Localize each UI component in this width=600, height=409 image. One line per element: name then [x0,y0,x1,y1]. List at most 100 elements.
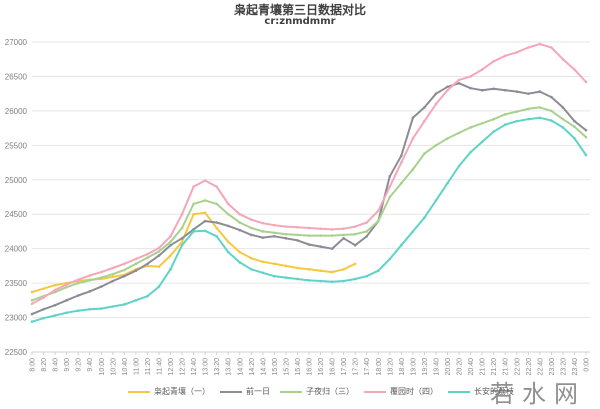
data-point [53,303,57,307]
data-point [457,82,461,85]
x-tick-label: 22:40 [537,358,544,376]
legend-swatch-icon [220,390,242,393]
data-point [353,262,357,266]
y-tick-label: 23500 [5,279,28,288]
data-point [180,237,184,240]
data-point [134,269,138,273]
data-point [388,257,392,261]
legend-swatch-icon [128,390,150,393]
data-point [526,46,530,49]
x-tick-label: 14:40 [260,358,267,376]
data-point [30,302,34,306]
data-point [249,218,253,222]
data-point [330,247,334,250]
legend-item: 覆园时（四） [364,386,438,397]
data-point [99,307,103,310]
data-point [273,234,276,238]
data-point [203,229,207,233]
data-point [319,279,322,283]
data-point [330,270,334,274]
y-tick-label: 24000 [5,245,28,254]
data-point [400,243,403,247]
data-point [492,59,495,63]
x-tick-label: 9:00 [64,358,71,372]
data-point [42,296,45,299]
data-point [469,75,472,78]
data-point [561,57,565,61]
data-point [573,137,576,140]
data-point [457,78,461,82]
data-point [538,90,542,93]
data-point [180,243,184,247]
x-tick-label: 16:00 [307,358,314,376]
data-point [573,68,576,71]
data-point [203,179,207,182]
data-point [319,234,322,237]
x-tick-label: 10:20 [110,358,117,376]
data-point [203,211,207,215]
x-tick-label: 22:00 [514,358,521,376]
data-point [249,226,253,230]
data-point [249,268,253,271]
data-point [284,237,288,240]
data-point [88,307,92,311]
data-point [284,232,288,236]
data-point [134,262,138,266]
y-tick-label: 23000 [5,314,28,323]
data-point [400,181,403,185]
data-point [457,131,461,135]
data-point [365,221,369,224]
data-point [319,227,322,230]
x-tick-label: 11:40 [156,358,163,375]
data-point [238,221,242,224]
data-point [99,276,103,279]
data-point [526,107,530,111]
data-point [238,250,242,254]
series-lines [30,42,588,323]
chart-title: 枭起青壤第三日数据对比 [233,3,366,17]
y-tick-label: 27000 [5,38,28,47]
data-point [215,234,218,238]
data-point [515,51,519,54]
data-point [273,262,276,266]
data-point [550,119,553,122]
data-point [457,164,461,168]
data-point [249,233,253,237]
data-point [388,175,392,178]
data-point [469,150,472,154]
legend-item: 前一日 [220,386,270,397]
data-point [65,283,68,286]
chart-subtitle: cr:znmdmmr [264,16,336,27]
y-tick-label: 24500 [5,210,28,219]
x-tick-label: 13:20 [214,358,221,376]
data-point [273,223,276,227]
data-point [146,262,149,266]
data-point [215,202,218,206]
data-point [296,266,299,270]
x-tick-label: 18:00 [376,358,383,376]
data-point [192,202,195,206]
data-point [215,185,218,188]
x-tick-label: 21:40 [503,358,510,376]
x-tick-label: 23:40 [572,358,579,376]
data-point [411,116,415,120]
data-point [65,311,68,315]
data-point [584,128,588,132]
y-tick-label: 25000 [5,176,28,185]
legend-item: 长安的荔枝 [448,386,514,397]
data-point [503,113,507,116]
x-tick-label: 8:40 [53,358,60,372]
data-point [492,130,495,133]
x-axis-labels: 8:00 8:20 8:40 9:00 9:20 9:40 10:00 10:20 10:40 1… [30,352,591,376]
x-tick-label: 12:20 [180,358,187,376]
data-point [423,106,426,109]
data-point [296,226,299,229]
data-point [76,278,80,281]
data-point [284,264,288,268]
x-tick-label: 19:00 [410,358,417,376]
x-tick-label: 8:00 [30,358,37,372]
x-tick-label: 14:00 [237,358,244,376]
y-tick-label: 26000 [5,107,28,116]
data-point [99,270,103,274]
